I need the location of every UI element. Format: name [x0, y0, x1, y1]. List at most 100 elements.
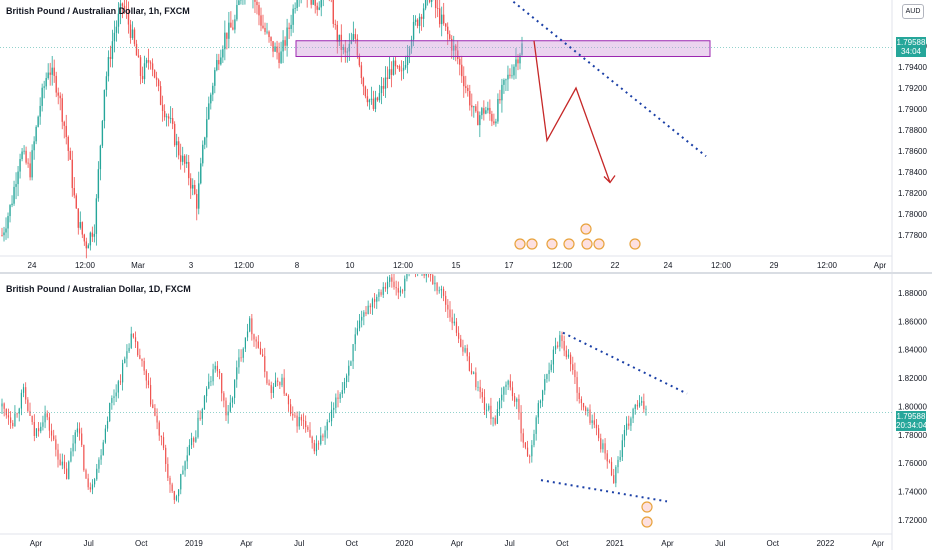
- candle-body: [305, 421, 307, 428]
- candle-body: [340, 34, 343, 50]
- candle-body: [165, 116, 168, 118]
- candle-body: [163, 111, 166, 118]
- candle-body: [561, 335, 563, 342]
- candle-body: [221, 373, 223, 394]
- time-tick-label: Apr: [240, 539, 253, 548]
- candle-body: [133, 29, 136, 44]
- candle-body: [386, 281, 389, 289]
- candle-body: [128, 347, 130, 352]
- candle-body: [507, 74, 509, 80]
- price-tick-label: 1.78400: [898, 168, 927, 177]
- candle-body: [483, 108, 485, 114]
- candle-body: [489, 107, 491, 114]
- candle-body: [503, 79, 505, 85]
- candle-body: [539, 400, 542, 404]
- candle-body: [544, 379, 546, 391]
- candle-body: [632, 408, 634, 419]
- candle-body: [634, 404, 636, 409]
- price-tick-label: 1.78000: [898, 210, 927, 219]
- candle-body: [318, 443, 320, 445]
- candle-body: [384, 77, 387, 89]
- candle-body: [39, 105, 41, 117]
- candle-body: [234, 19, 236, 30]
- candle-body: [442, 14, 445, 24]
- candle-body: [260, 15, 262, 26]
- price-tick-label: 1.78000: [898, 431, 927, 440]
- candle-body: [636, 404, 638, 407]
- candle-body: [621, 440, 623, 458]
- candle-body: [186, 455, 188, 462]
- candle-body: [509, 74, 511, 76]
- candle-body: [227, 411, 229, 416]
- currency-badge[interactable]: AUD: [902, 4, 924, 19]
- candle-body: [122, 363, 124, 383]
- hourly-chart-canvas[interactable]: 1.796001.794001.792001.790001.788001.786…: [0, 0, 932, 272]
- candle-body: [453, 321, 455, 324]
- candle-body: [638, 402, 641, 407]
- candle-body: [19, 159, 21, 172]
- candle-body: [477, 386, 479, 388]
- candle-body: [98, 459, 100, 469]
- candle-body: [63, 121, 65, 126]
- candle-body: [68, 461, 70, 480]
- candle-body: [570, 354, 572, 365]
- candle-body: [184, 461, 186, 471]
- time-tick-label: 2021: [606, 539, 624, 548]
- candle-body: [582, 403, 585, 408]
- candle-body: [50, 430, 53, 436]
- candle-body: [378, 292, 380, 297]
- candle-body: [123, 5, 126, 10]
- candle-body: [380, 85, 383, 94]
- candle-body: [179, 155, 182, 162]
- candle-body: [546, 374, 548, 380]
- economic-event-marker: [514, 238, 526, 250]
- candle-body: [139, 355, 141, 359]
- candle-body: [75, 195, 77, 209]
- candle-body: [463, 76, 465, 87]
- candle-body: [49, 72, 51, 75]
- candle-body: [356, 328, 358, 335]
- candle-body: [206, 388, 208, 397]
- candle-body: [262, 25, 264, 28]
- candle-body: [73, 188, 75, 196]
- price-tick-label: 1.79200: [898, 84, 927, 93]
- candle-body: [42, 422, 44, 427]
- candle-body: [31, 150, 33, 178]
- candle-body: [5, 228, 7, 233]
- candle-body: [274, 380, 277, 387]
- candle-body: [406, 274, 408, 279]
- candle-body: [576, 377, 578, 393]
- pane-divider[interactable]: [0, 272, 932, 274]
- candle-body: [497, 98, 499, 122]
- time-tick-label: 15: [452, 261, 461, 270]
- candle-body: [440, 288, 442, 291]
- time-tick-label: 12:00: [234, 261, 255, 270]
- candle-body: [178, 489, 180, 497]
- time-tick-label: 12:00: [711, 261, 732, 270]
- candle-body: [89, 487, 91, 490]
- time-tick-label: 2020: [395, 539, 413, 548]
- candle-body: [422, 8, 425, 19]
- candle-body: [7, 415, 10, 418]
- candle-body: [70, 451, 72, 462]
- hourly-current-price-tag: 1.79588 34:04: [896, 37, 926, 57]
- candle-body: [72, 443, 74, 452]
- daily-upper-trendline: [562, 331, 688, 395]
- candle-body: [342, 47, 345, 50]
- candle-body: [197, 417, 199, 438]
- candle-body: [520, 412, 522, 434]
- candle-body: [600, 438, 602, 450]
- daily-chart-canvas[interactable]: 1.88000 1.86000 1.84000 1.82000 1.80000 1.780…: [0, 274, 932, 550]
- candle-body: [21, 151, 23, 160]
- candle-body: [404, 278, 406, 291]
- time-tick-label: Jul: [84, 539, 94, 548]
- chart-pane-daily[interactable]: 1.88000 1.86000 1.84000 1.82000 1.80000 1.780…: [0, 274, 932, 550]
- candle-body: [91, 484, 94, 490]
- candle-body: [17, 171, 19, 185]
- candle-body: [388, 69, 391, 79]
- candle-body: [294, 8, 296, 9]
- candle-body: [151, 63, 154, 70]
- chart-pane-hourly[interactable]: 1.796001.794001.792001.790001.788001.786…: [0, 0, 932, 272]
- hourly-countdown: 34:04: [900, 47, 922, 56]
- time-tick-label: Jul: [505, 539, 515, 548]
